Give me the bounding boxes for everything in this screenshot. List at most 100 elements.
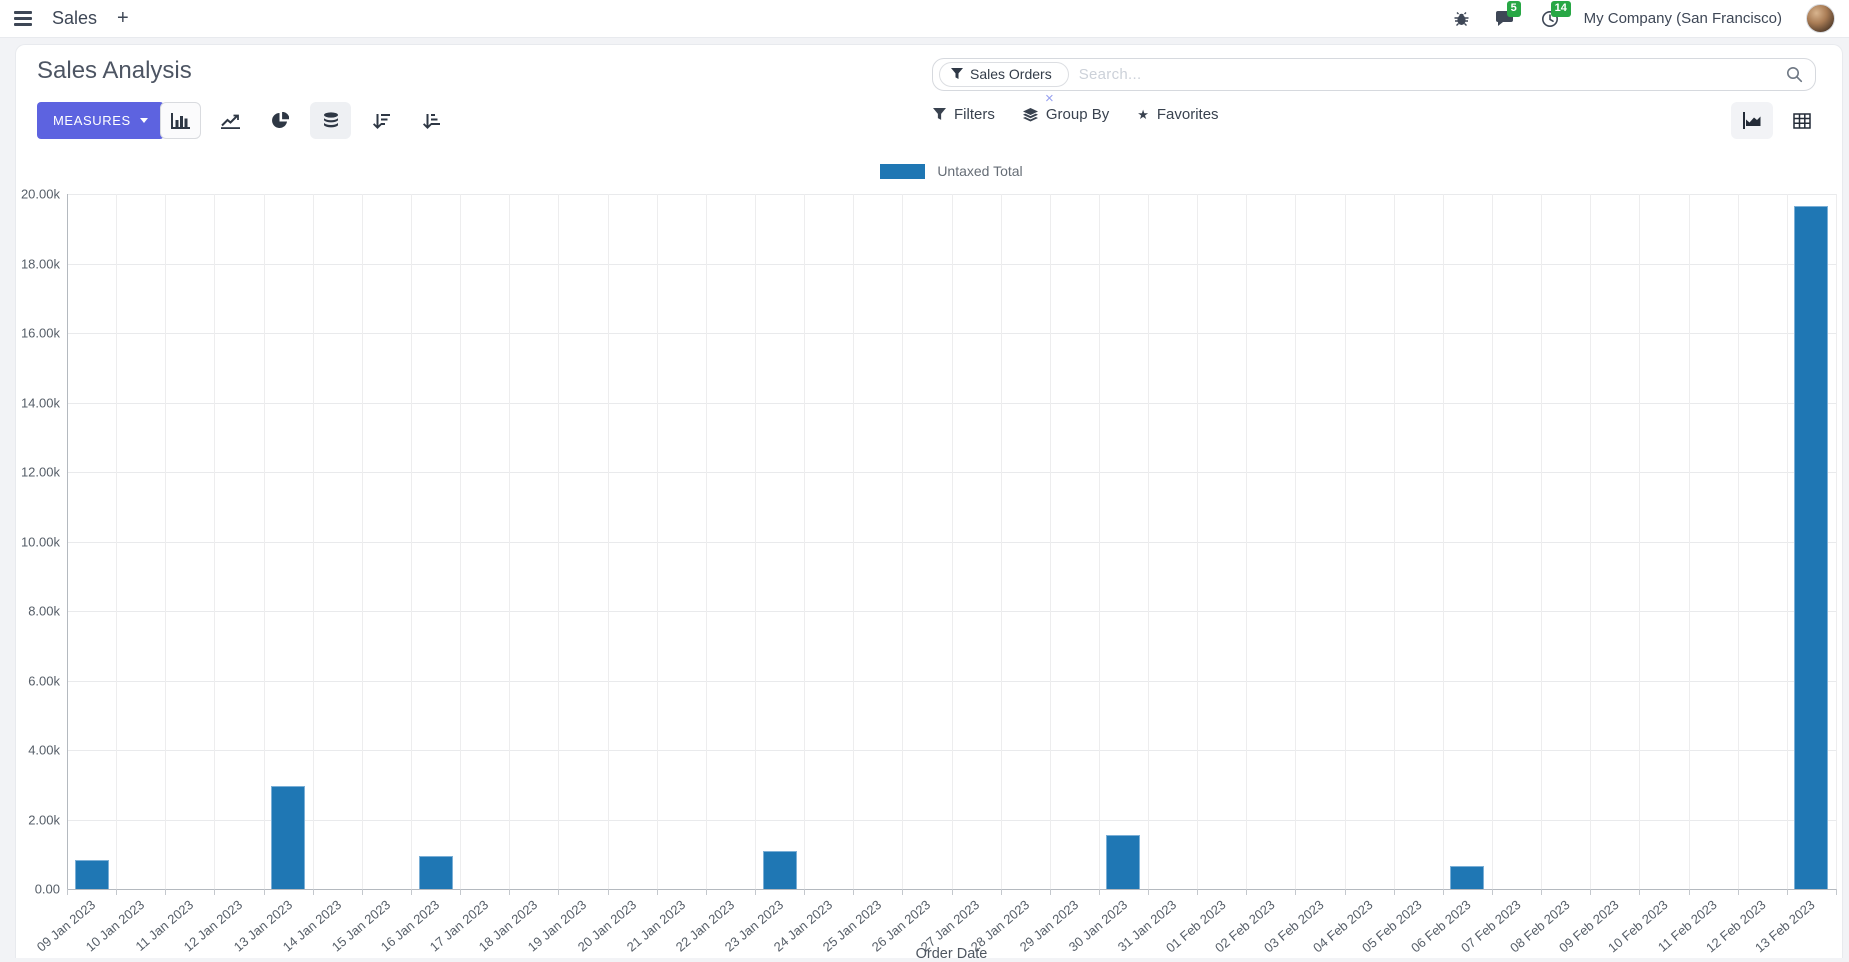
v-gridline xyxy=(313,194,314,889)
v-gridline xyxy=(1050,194,1051,889)
facet-remove-icon[interactable]: × xyxy=(1045,90,1054,107)
v-gridline xyxy=(804,194,805,889)
bar[interactable] xyxy=(1106,835,1140,889)
activities-icon[interactable]: 14 xyxy=(1540,9,1560,29)
v-gridline xyxy=(1197,194,1198,889)
bar[interactable] xyxy=(763,851,797,889)
v-gridline xyxy=(460,194,461,889)
search-input[interactable] xyxy=(1069,66,1786,83)
bar[interactable] xyxy=(75,860,109,889)
bar[interactable] xyxy=(419,856,453,889)
user-avatar[interactable] xyxy=(1806,4,1835,33)
x-axis-tick xyxy=(1394,889,1395,895)
v-gridline xyxy=(1345,194,1346,889)
y-axis-label: 6.00k xyxy=(28,673,60,688)
v-gridline xyxy=(657,194,658,889)
y-axis-label: 18.00k xyxy=(21,256,60,271)
filters-button[interactable]: Filters xyxy=(933,106,995,123)
v-gridline xyxy=(1836,194,1837,889)
v-gridline xyxy=(1541,194,1542,889)
x-axis-tick xyxy=(608,889,609,895)
x-axis-tick xyxy=(411,889,412,895)
activities-badge: 14 xyxy=(1551,1,1571,17)
bar-chart-icon[interactable] xyxy=(160,102,201,139)
y-axis-label: 2.00k xyxy=(28,812,60,827)
v-gridline xyxy=(214,194,215,889)
v-gridline xyxy=(1639,194,1640,889)
measures-button[interactable]: MEASURES xyxy=(37,102,164,139)
pie-chart-icon[interactable] xyxy=(260,102,301,139)
x-axis-tick xyxy=(1197,889,1198,895)
x-axis-tick xyxy=(1050,889,1051,895)
company-switcher[interactable]: My Company (San Francisco) xyxy=(1584,10,1782,27)
star-icon: ★ xyxy=(1137,107,1149,123)
y-axis-label: 14.00k xyxy=(21,395,60,410)
group-by-button[interactable]: Group By xyxy=(1023,106,1109,123)
filter-funnel-icon xyxy=(951,68,963,80)
menu-icon[interactable] xyxy=(14,11,32,26)
v-gridline xyxy=(1689,194,1690,889)
favorites-button[interactable]: ★ Favorites xyxy=(1137,106,1218,123)
v-gridline xyxy=(165,194,166,889)
search-facet-sales-orders[interactable]: Sales Orders xyxy=(939,62,1069,87)
x-axis-tick xyxy=(362,889,363,895)
bug-icon[interactable] xyxy=(1452,9,1472,29)
y-axis-label: 12.00k xyxy=(21,465,60,480)
x-axis-tick xyxy=(313,889,314,895)
v-gridline xyxy=(1148,194,1149,889)
y-axis-label: 0.00 xyxy=(35,882,60,897)
x-axis-tick xyxy=(1345,889,1346,895)
y-axis-label: 10.00k xyxy=(21,534,60,549)
search-facet-label: Sales Orders xyxy=(970,66,1052,82)
y-axis-line xyxy=(67,194,68,889)
x-axis-tick xyxy=(1246,889,1247,895)
x-axis-tick xyxy=(116,889,117,895)
x-axis-tick xyxy=(1492,889,1493,895)
bar[interactable] xyxy=(271,786,305,889)
v-gridline xyxy=(952,194,953,889)
sort-descending-icon[interactable] xyxy=(360,102,401,139)
x-axis-tick xyxy=(1541,889,1542,895)
v-gridline xyxy=(853,194,854,889)
x-axis-tick xyxy=(853,889,854,895)
y-axis-label: 20.00k xyxy=(21,187,60,202)
v-gridline xyxy=(1001,194,1002,889)
bar[interactable] xyxy=(1450,866,1484,889)
search-bar[interactable]: Sales Orders × xyxy=(932,58,1816,91)
x-axis-tick xyxy=(1738,889,1739,895)
x-axis-tick xyxy=(264,889,265,895)
v-gridline xyxy=(509,194,510,889)
v-gridline xyxy=(1246,194,1247,889)
v-gridline xyxy=(1099,194,1100,889)
v-gridline xyxy=(1590,194,1591,889)
v-gridline xyxy=(1295,194,1296,889)
messages-icon[interactable]: 5 xyxy=(1496,9,1516,29)
graph-view-icon[interactable] xyxy=(1731,102,1773,139)
line-chart-icon[interactable] xyxy=(210,102,251,139)
bar[interactable] xyxy=(1794,206,1828,889)
x-axis-tick xyxy=(902,889,903,895)
messages-badge: 5 xyxy=(1507,1,1521,17)
y-axis-label: 16.00k xyxy=(21,326,60,341)
plus-icon[interactable]: + xyxy=(117,7,129,30)
x-axis-tick xyxy=(509,889,510,895)
pivot-view-icon[interactable] xyxy=(1781,102,1823,139)
x-axis-title: Order Date xyxy=(67,946,1836,962)
x-axis-tick xyxy=(1590,889,1591,895)
x-axis-tick xyxy=(67,889,68,895)
x-axis-tick xyxy=(165,889,166,895)
app-name[interactable]: Sales xyxy=(52,8,97,29)
x-axis-tick xyxy=(804,889,805,895)
v-gridline xyxy=(1443,194,1444,889)
v-gridline xyxy=(558,194,559,889)
x-axis-tick xyxy=(657,889,658,895)
legend-swatch[interactable] xyxy=(880,164,925,179)
legend-label[interactable]: Untaxed Total xyxy=(937,163,1022,179)
x-axis-tick xyxy=(1443,889,1444,895)
sort-ascending-icon[interactable] xyxy=(410,102,451,139)
y-axis-label: 4.00k xyxy=(28,743,60,758)
x-axis-tick xyxy=(1836,889,1837,895)
search-icon[interactable] xyxy=(1786,66,1803,83)
stacked-icon[interactable] xyxy=(310,102,351,139)
